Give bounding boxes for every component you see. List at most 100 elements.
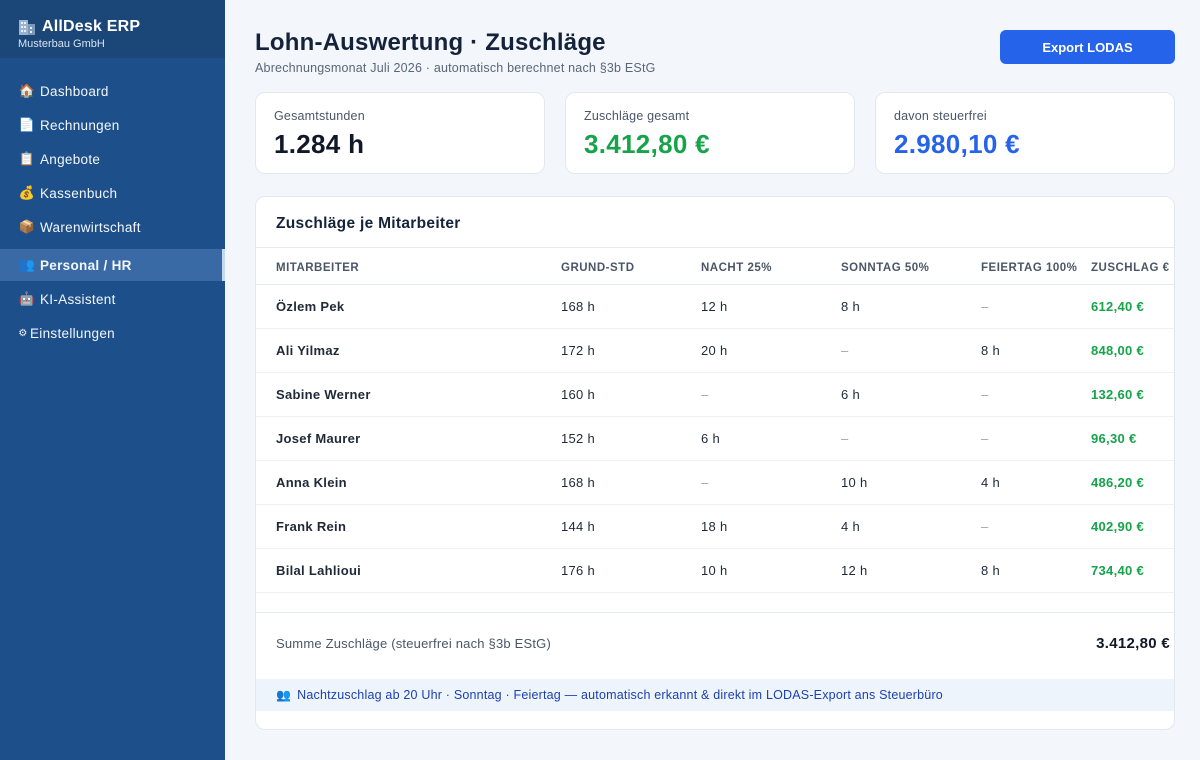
kpi-label: Gesamtstunden [274,109,365,123]
sidebar-item-dashboard[interactable]: 🏠 Dashboard [0,75,225,107]
sum-label: Summe Zuschläge (steuerfrei nach §3b ESt… [276,636,552,651]
col-holiday-cell: 4 h [981,475,1000,490]
people-icon: 👥 [18,257,36,272]
col-base-hours-cell: 168 h [561,299,596,314]
sidebar-nav: 🏠 Dashboard 📄 Rechnungen 📋 Angebote 💰 Kassenbuc… [0,75,225,349]
surcharge-table-card: Zuschläge je Mitarbeiter MITARBEITER GRUN… [255,196,1175,730]
col-base-hours-cell: 168 h [561,475,596,490]
col-holiday-cell: – [981,519,989,534]
app-name: AllDesk ERP [42,18,141,35]
package-icon: 📦 [18,219,36,234]
table-row[interactable]: Özlem Pek 168 h 12 h 8 h – 612,40 € [256,285,1174,329]
kpi-total-surcharges: Zuschläge gesamt 3.412,80 € [565,92,855,174]
col-base-hours-cell: 160 h [561,387,596,402]
table-row[interactable]: Ali Yilmaz 172 h 20 h – 8 h 848,00 € [256,329,1174,373]
col-base-hours-cell: 172 h [561,343,596,358]
col-night-cell: 12 h [701,299,728,314]
col-employee-cell: Sabine Werner [276,387,371,402]
table-row[interactable]: Bilal Lahlioui 176 h 10 h 12 h 8 h 734,40 € [256,549,1174,593]
col-sunday-cell: 6 h [841,387,860,402]
col-base-hours-cell: 176 h [561,563,596,578]
sidebar-item-angebote[interactable]: 📋 Angebote [0,143,225,175]
table-row[interactable]: Anna Klein 168 h – 10 h 4 h 486,20 € [256,461,1174,505]
col-night-cell: 18 h [701,519,728,534]
col-surcharge-header: ZUSCHLAG € [1091,262,1170,274]
kpi-value: 2.980,10 € [894,129,1020,159]
sidebar: AllDesk ERP Musterbau GmbH 🏠 Dashboard 📄 Re… [0,0,225,760]
table-row[interactable]: Frank Rein 144 h 18 h 4 h – 402,90 € [256,505,1174,549]
money-bag-icon: 💰 [18,185,36,200]
kpi-row: Gesamtstunden 1.284 h Zuschläge gesamt 3… [255,92,1175,174]
sidebar-item-kassenbuch[interactable]: 💰 Kassenbuch [0,177,225,209]
divider [256,612,1174,613]
col-night-cell: – [701,475,709,490]
sidebar-item-einstellungen[interactable]: ⚙ Einstellungen [0,317,225,349]
col-holiday-header: FEIERTAG 100% [981,262,1078,274]
card-title: Zuschläge je Mitarbeiter [276,215,461,232]
col-surcharge-cell: 848,00 € [1091,343,1145,358]
people-icon: 👥 [276,688,292,702]
col-night-cell: 20 h [701,343,728,358]
company-name: Musterbau GmbH [18,38,105,50]
document-icon: 📄 [18,117,36,132]
row-divider [256,328,1174,329]
page-subtitle: Abrechnungsmonat Juli 2026 · automatisch… [255,61,656,75]
col-employee-cell: Anna Klein [276,475,347,490]
kpi-value: 1.284 h [274,129,365,159]
row-divider [256,592,1174,593]
col-night-cell: 10 h [701,563,728,578]
table-row[interactable]: Josef Maurer 152 h 6 h – – 96,30 € [256,417,1174,461]
row-divider [256,460,1174,461]
col-sunday-header: SONNTAG 50% [841,262,930,274]
robot-icon: 🤖 [18,291,36,306]
col-night-cell: – [701,387,709,402]
sidebar-item-personal-hr[interactable]: 👥 Personal / HR [0,249,225,281]
brand-header: AllDesk ERP Musterbau GmbH [0,0,225,58]
col-sunday-cell: 4 h [841,519,860,534]
sidebar-item-label: Rechnungen [40,117,120,133]
col-holiday-cell: 8 h [981,343,1000,358]
row-divider [256,372,1174,373]
col-employee-cell: Bilal Lahlioui [276,563,362,578]
gear-icon: ⚙ [18,327,28,339]
sidebar-item-label: Angebote [40,151,101,167]
info-note-text: Nachtzuschlag ab 20 Uhr · Sonntag · Feie… [297,688,943,702]
col-sunday-cell: – [841,343,849,358]
info-note: 👥 Nachtzuschlag ab 20 Uhr · Sonntag · Fe… [256,679,1174,711]
col-sunday-cell: – [841,431,849,446]
divider [256,284,1174,285]
row-divider [256,504,1174,505]
col-holiday-cell: – [981,387,989,402]
sidebar-item-label: Kassenbuch [40,185,118,201]
col-employee-cell: Ali Yilmaz [276,343,340,358]
col-surcharge-cell: 96,30 € [1091,431,1137,446]
page-title: Lohn-Auswertung · Zuschläge [255,29,606,56]
col-sunday-cell: 12 h [841,563,868,578]
col-holiday-cell: – [981,431,989,446]
divider [256,247,1174,248]
sidebar-item-ki-assistent[interactable]: 🤖 KI-Assistent [0,283,225,315]
col-surcharge-cell: 612,40 € [1091,299,1145,314]
app-title: AllDesk ERP [18,18,207,36]
kpi-label: Zuschläge gesamt [584,109,690,123]
kpi-total-hours: Gesamtstunden 1.284 h [255,92,545,174]
table-row[interactable]: Sabine Werner 160 h – 6 h – 132,60 € [256,373,1174,417]
col-holiday-cell: 8 h [981,563,1000,578]
col-sunday-cell: 10 h [841,475,868,490]
col-base-hours-header: GRUND-STD [561,262,635,274]
col-sunday-cell: 8 h [841,299,860,314]
export-lodas-button[interactable]: Export LODAS [1000,30,1175,64]
col-surcharge-cell: 486,20 € [1091,475,1145,490]
sum-value: 3.412,80 € [1096,635,1170,652]
col-night-header: NACHT 25% [701,262,772,274]
building-icon [18,19,36,35]
col-base-hours-cell: 152 h [561,431,596,446]
col-base-hours-cell: 144 h [561,519,596,534]
sidebar-item-label: Dashboard [40,83,109,99]
col-employee-cell: Özlem Pek [276,299,345,314]
sidebar-item-warenwirtschaft[interactable]: 📦 Warenwirtschaft [0,211,225,243]
sidebar-item-rechnungen[interactable]: 📄 Rechnungen [0,109,225,141]
row-divider [256,548,1174,549]
col-night-cell: 6 h [701,431,720,446]
kpi-taxfree: davon steuerfrei 2.980,10 € [875,92,1175,174]
